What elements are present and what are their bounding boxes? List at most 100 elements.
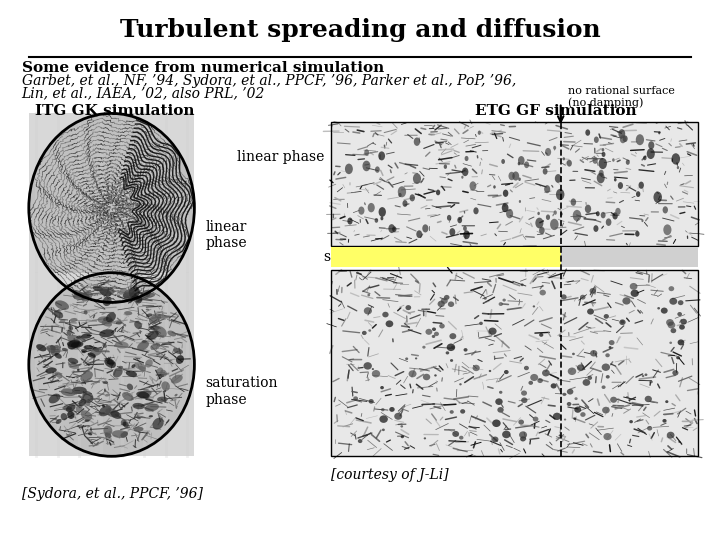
Ellipse shape	[423, 437, 426, 440]
Ellipse shape	[606, 375, 610, 379]
Ellipse shape	[80, 338, 86, 342]
Ellipse shape	[81, 371, 93, 382]
Ellipse shape	[503, 299, 506, 301]
Ellipse shape	[422, 346, 426, 349]
Ellipse shape	[603, 433, 611, 440]
Ellipse shape	[464, 348, 467, 352]
Ellipse shape	[112, 430, 127, 438]
Ellipse shape	[118, 366, 123, 368]
Ellipse shape	[123, 289, 135, 298]
Ellipse shape	[122, 292, 138, 300]
Ellipse shape	[132, 364, 135, 368]
Ellipse shape	[81, 334, 91, 339]
Ellipse shape	[572, 353, 575, 355]
Ellipse shape	[176, 355, 184, 364]
Ellipse shape	[102, 381, 108, 384]
Ellipse shape	[392, 226, 397, 232]
Ellipse shape	[390, 407, 395, 412]
Text: [courtesy of J-Li]: [courtesy of J-Li]	[331, 468, 449, 482]
Ellipse shape	[680, 319, 687, 325]
Ellipse shape	[670, 328, 676, 333]
Ellipse shape	[642, 375, 644, 377]
Ellipse shape	[677, 166, 679, 169]
Ellipse shape	[606, 218, 611, 226]
Ellipse shape	[518, 178, 521, 181]
Ellipse shape	[499, 302, 503, 306]
Ellipse shape	[610, 397, 617, 403]
Ellipse shape	[395, 413, 402, 420]
Ellipse shape	[678, 340, 684, 346]
Ellipse shape	[609, 340, 615, 345]
Ellipse shape	[145, 309, 149, 310]
Ellipse shape	[439, 323, 445, 328]
Ellipse shape	[462, 167, 469, 176]
Ellipse shape	[362, 331, 366, 335]
Ellipse shape	[666, 319, 674, 326]
Ellipse shape	[72, 387, 86, 394]
Ellipse shape	[106, 433, 111, 437]
Ellipse shape	[73, 290, 83, 296]
Ellipse shape	[60, 319, 66, 323]
Ellipse shape	[105, 394, 110, 396]
Ellipse shape	[501, 159, 505, 164]
Ellipse shape	[618, 129, 625, 138]
Ellipse shape	[672, 370, 678, 376]
Ellipse shape	[345, 164, 353, 174]
Ellipse shape	[452, 431, 459, 437]
Text: Lin, et al., IAEA, ’02, also PRL, ’02: Lin, et al., IAEA, ’02, also PRL, ’02	[22, 86, 265, 100]
Ellipse shape	[113, 368, 122, 377]
Ellipse shape	[644, 396, 652, 402]
Ellipse shape	[596, 211, 600, 216]
Ellipse shape	[473, 207, 479, 214]
Ellipse shape	[149, 314, 161, 323]
Ellipse shape	[520, 436, 526, 442]
Ellipse shape	[423, 374, 431, 380]
Ellipse shape	[642, 219, 644, 222]
Ellipse shape	[129, 286, 140, 299]
Ellipse shape	[171, 375, 183, 383]
Bar	[331, 122, 698, 246]
Ellipse shape	[362, 160, 371, 171]
Ellipse shape	[138, 292, 143, 294]
Ellipse shape	[55, 419, 61, 424]
Ellipse shape	[55, 353, 62, 359]
Ellipse shape	[612, 158, 615, 161]
Ellipse shape	[603, 314, 609, 319]
Ellipse shape	[84, 310, 88, 314]
Ellipse shape	[676, 356, 680, 359]
Ellipse shape	[543, 168, 547, 174]
Ellipse shape	[364, 307, 372, 314]
Ellipse shape	[104, 358, 116, 368]
Ellipse shape	[519, 200, 521, 203]
Ellipse shape	[503, 203, 506, 207]
Ellipse shape	[537, 212, 540, 215]
Ellipse shape	[622, 297, 631, 305]
Ellipse shape	[590, 350, 598, 356]
Ellipse shape	[582, 379, 590, 386]
Ellipse shape	[380, 217, 383, 220]
Ellipse shape	[593, 225, 598, 232]
Ellipse shape	[670, 342, 672, 344]
Ellipse shape	[405, 357, 408, 360]
Ellipse shape	[136, 392, 150, 399]
Ellipse shape	[364, 362, 372, 369]
Ellipse shape	[381, 408, 384, 411]
Ellipse shape	[528, 381, 533, 385]
Ellipse shape	[594, 137, 599, 143]
Ellipse shape	[78, 399, 86, 407]
Ellipse shape	[503, 190, 508, 197]
Ellipse shape	[545, 148, 551, 156]
Bar	[29, 113, 194, 302]
Ellipse shape	[602, 407, 610, 414]
Ellipse shape	[553, 146, 556, 150]
Ellipse shape	[116, 321, 122, 325]
Ellipse shape	[134, 321, 142, 329]
Ellipse shape	[621, 320, 624, 323]
Ellipse shape	[618, 182, 623, 189]
Ellipse shape	[63, 406, 72, 411]
Ellipse shape	[551, 383, 557, 389]
Ellipse shape	[102, 320, 112, 327]
Ellipse shape	[521, 397, 528, 403]
Ellipse shape	[388, 224, 395, 233]
Ellipse shape	[498, 407, 504, 413]
